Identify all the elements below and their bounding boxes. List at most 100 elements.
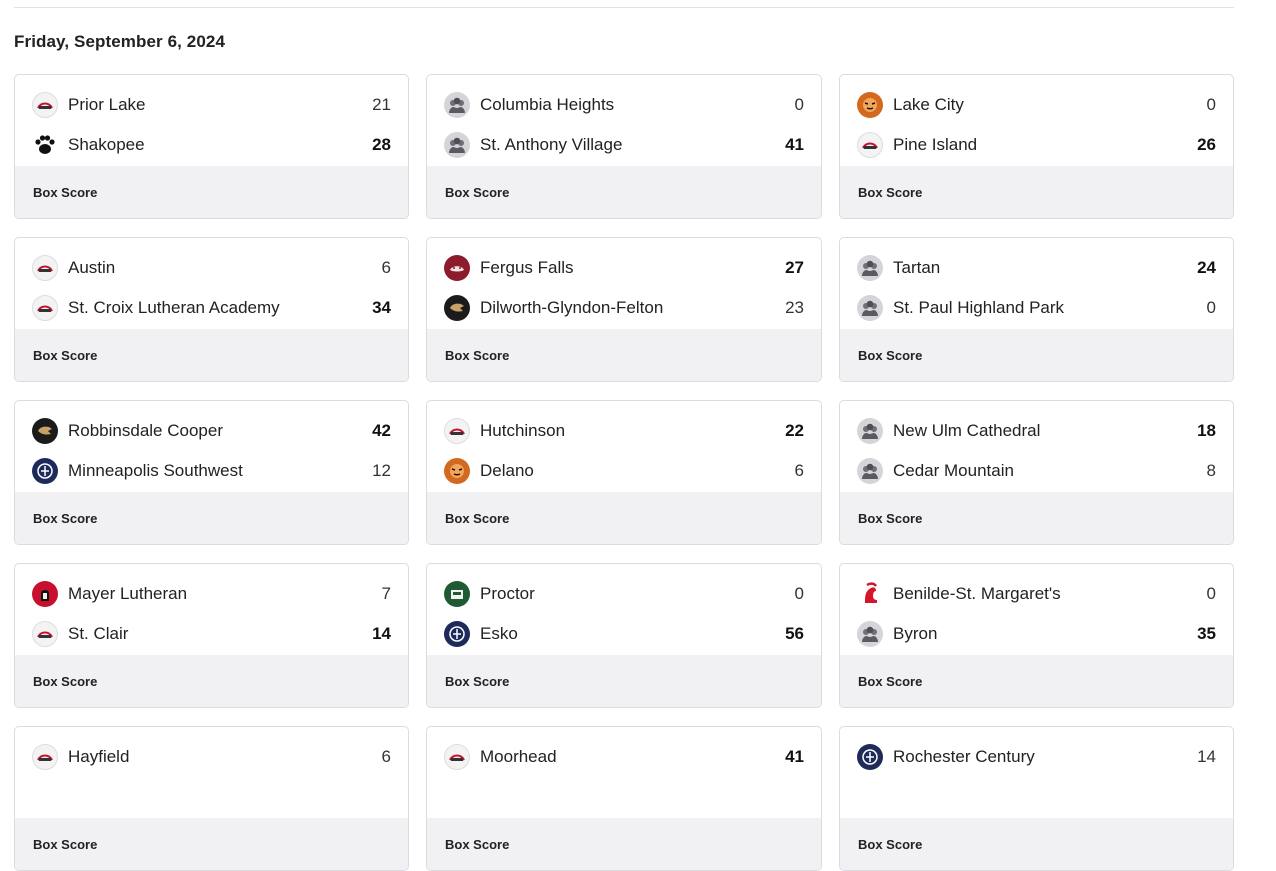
game-card: Proctor 0 Esko 56 Box Score <box>426 563 822 708</box>
team-score: 14 <box>372 624 391 643</box>
team-name: St. Croix Lutheran Academy <box>68 298 280 317</box>
home-team-row[interactable]: Delano 6 <box>444 451 804 491</box>
team-name: Fergus Falls <box>480 258 574 277</box>
away-team-row[interactable]: Benilde-St. Margaret's 0 <box>857 574 1216 614</box>
team-score: 41 <box>785 135 804 154</box>
team-score: 34 <box>372 298 391 317</box>
team-name: New Ulm Cathedral <box>893 421 1041 440</box>
away-team-row[interactable]: Moorhead 41 <box>444 737 804 777</box>
team-name: Cedar Mountain <box>893 461 1014 480</box>
box-score-link[interactable]: Box Score <box>840 818 1233 870</box>
home-team-row[interactable]: St. Clair 14 <box>32 614 391 654</box>
home-team-row[interactable]: Pine Island 26 <box>857 125 1216 165</box>
team-score: 26 <box>1197 135 1216 154</box>
away-team-row[interactable]: Robbinsdale Cooper 42 <box>32 411 391 451</box>
away-team-row[interactable]: Columbia Heights 0 <box>444 85 804 125</box>
box-score-link[interactable]: Box Score <box>427 166 821 218</box>
home-team-row[interactable]: Cedar Mountain 8 <box>857 451 1216 491</box>
home-team-row[interactable] <box>857 777 1216 817</box>
team-name: Pine Island <box>893 135 978 154</box>
hawk-icon <box>32 418 58 444</box>
box-score-link[interactable]: Box Score <box>15 818 408 870</box>
home-team-row[interactable]: Shakopee 28 <box>32 125 391 165</box>
box-score-link[interactable]: Box Score <box>15 166 408 218</box>
game-teams: New Ulm Cathedral 18 Cedar Mountain 8 <box>840 401 1233 492</box>
home-team-row[interactable]: Minneapolis Southwest 12 <box>32 451 391 491</box>
m-spud-icon <box>444 744 470 770</box>
game-teams: Moorhead 41 <box>427 727 821 818</box>
team-name: Proctor <box>480 584 535 603</box>
game-teams: Robbinsdale Cooper 42 Minneapolis Southwes… <box>15 401 408 492</box>
team-score: 14 <box>1197 747 1216 766</box>
team-score: 27 <box>785 258 804 277</box>
tiger-icon <box>857 92 883 118</box>
box-score-link[interactable]: Box Score <box>15 329 408 381</box>
game-card: Prior Lake 21 Shakopee 28 Box Score <box>14 74 409 219</box>
laker-seal-icon <box>32 458 58 484</box>
game-card: Fergus Falls 27 Dilworth-Glyndon-Felton 23 B… <box>426 237 822 382</box>
game-teams: Austin 6 St. Croix Lutheran Academy 34 <box>15 238 408 329</box>
away-team-row[interactable]: Austin 6 <box>32 248 391 288</box>
home-team-row[interactable] <box>444 777 804 817</box>
team-name: Esko <box>480 624 518 643</box>
team-score: 0 <box>1206 95 1216 114</box>
game-card: Benilde-St. Margaret's 0 Byron 35 Box Score <box>839 563 1234 708</box>
game-card: Hayfield 6 Box Score <box>14 726 409 871</box>
away-team-row[interactable]: Mayer Lutheran 7 <box>32 574 391 614</box>
game-card: Austin 6 St. Croix Lutheran Academy 34 Box S… <box>14 237 409 382</box>
date-heading: Friday, September 6, 2024 <box>14 32 226 51</box>
game-card: Rochester Century 14 Box Score <box>839 726 1234 871</box>
home-team-row[interactable]: Esko 56 <box>444 614 804 654</box>
team-name: Minneapolis Southwest <box>68 461 243 480</box>
paw-icon <box>32 132 58 158</box>
box-score-link[interactable]: Box Score <box>840 329 1233 381</box>
away-team-row[interactable]: New Ulm Cathedral 18 <box>857 411 1216 451</box>
game-card: Columbia Heights 0 St. Anthony Village 41 Bo… <box>426 74 822 219</box>
box-score-link[interactable]: Box Score <box>427 329 821 381</box>
game-card: Moorhead 41 Box Score <box>426 726 822 871</box>
team-score: 7 <box>381 584 391 603</box>
home-team-row[interactable]: Byron 35 <box>857 614 1216 654</box>
team-score: 21 <box>372 95 391 114</box>
away-team-row[interactable]: Proctor 0 <box>444 574 804 614</box>
away-team-row[interactable]: Tartan 24 <box>857 248 1216 288</box>
box-score-link[interactable]: Box Score <box>840 492 1233 544</box>
team-score: 8 <box>1206 461 1216 480</box>
team-name: St. Anthony Village <box>480 135 623 154</box>
team-score: 35 <box>1197 624 1216 643</box>
game-teams: Rochester Century 14 <box>840 727 1233 818</box>
box-score-link[interactable]: Box Score <box>427 492 821 544</box>
box-score-link[interactable]: Box Score <box>840 166 1233 218</box>
game-card: Lake City 0 Pine Island 26 Box Score <box>839 74 1234 219</box>
away-team-row[interactable]: Hayfield 6 <box>32 737 391 777</box>
viking-icon <box>32 744 58 770</box>
team-score: 6 <box>381 747 391 766</box>
game-card: Robbinsdale Cooper 42 Minneapolis Southwes… <box>14 400 409 545</box>
box-score-link[interactable]: Box Score <box>15 492 408 544</box>
away-team-row[interactable]: Hutchinson 22 <box>444 411 804 451</box>
game-teams: Fergus Falls 27 Dilworth-Glyndon-Felton 23 <box>427 238 821 329</box>
home-team-row[interactable]: St. Anthony Village 41 <box>444 125 804 165</box>
home-team-row[interactable]: St. Paul Highland Park 0 <box>857 288 1216 328</box>
away-team-row[interactable]: Lake City 0 <box>857 85 1216 125</box>
box-score-link[interactable]: Box Score <box>15 655 408 707</box>
home-team-row[interactable] <box>32 777 391 817</box>
game-teams: Tartan 24 St. Paul Highland Park 0 <box>840 238 1233 329</box>
team-name: St. Clair <box>68 624 129 643</box>
away-team-row[interactable]: Rochester Century 14 <box>857 737 1216 777</box>
away-team-row[interactable]: Prior Lake 21 <box>32 85 391 125</box>
team-score: 24 <box>1197 258 1216 277</box>
team-score: 28 <box>372 135 391 154</box>
box-score-link[interactable]: Box Score <box>427 655 821 707</box>
home-team-row[interactable]: Dilworth-Glyndon-Felton 23 <box>444 288 804 328</box>
team-score: 22 <box>785 421 804 440</box>
sc-monogram-icon <box>32 621 58 647</box>
home-team-row[interactable]: St. Croix Lutheran Academy 34 <box>32 288 391 328</box>
box-score-link[interactable]: Box Score <box>840 655 1233 707</box>
box-score-link[interactable]: Box Score <box>427 818 821 870</box>
game-teams: Prior Lake 21 Shakopee 28 <box>15 75 408 166</box>
generic-team-icon <box>857 255 883 281</box>
team-name: Tartan <box>893 258 941 277</box>
rail-icon <box>444 581 470 607</box>
away-team-row[interactable]: Fergus Falls 27 <box>444 248 804 288</box>
